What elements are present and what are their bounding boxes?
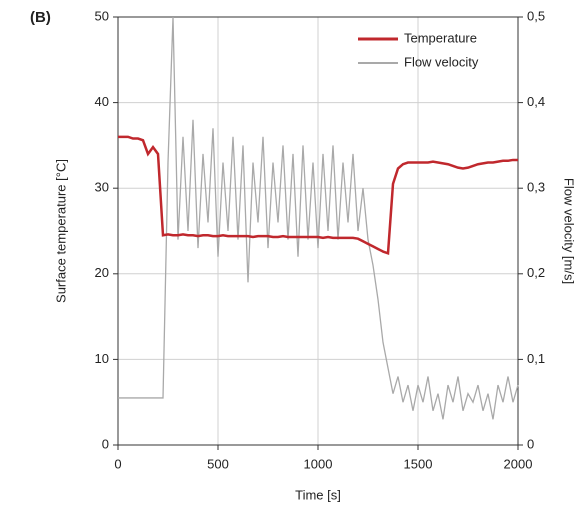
y2-tick-label: 0,5 xyxy=(527,8,545,23)
y-tick-label: 30 xyxy=(95,180,109,195)
legend-label: Temperature xyxy=(404,30,477,45)
x-tick-label: 0 xyxy=(114,456,121,471)
y2-axis-label: Flow velocity [m/s] xyxy=(562,178,576,284)
y-tick-label: 20 xyxy=(95,265,109,280)
y-tick-label: 0 xyxy=(102,436,109,451)
y2-tick-label: 0,1 xyxy=(527,351,545,366)
series-line xyxy=(118,16,519,420)
series-line xyxy=(118,135,518,255)
legend-label: Flow velocity xyxy=(404,54,479,69)
y-tick-label: 40 xyxy=(95,94,109,109)
x-axis-label: Time [s] xyxy=(295,487,341,502)
x-tick-label: 1500 xyxy=(404,456,433,471)
y2-tick-label: 0 xyxy=(527,436,534,451)
y-axis-label: Surface temperature [°C] xyxy=(53,159,68,303)
y-tick-label: 10 xyxy=(95,351,109,366)
plot-frame xyxy=(117,16,519,446)
y2-tick-label: 0,2 xyxy=(527,265,545,280)
x-tick-label: 2000 xyxy=(504,456,533,471)
y2-tick-label: 0,4 xyxy=(527,94,545,109)
chart-title: (B) xyxy=(30,9,51,26)
y-tick-label: 50 xyxy=(95,8,109,23)
y2-tick-label: 0,3 xyxy=(527,180,545,195)
x-tick-label: 500 xyxy=(207,456,229,471)
x-tick-label: 1000 xyxy=(304,456,333,471)
